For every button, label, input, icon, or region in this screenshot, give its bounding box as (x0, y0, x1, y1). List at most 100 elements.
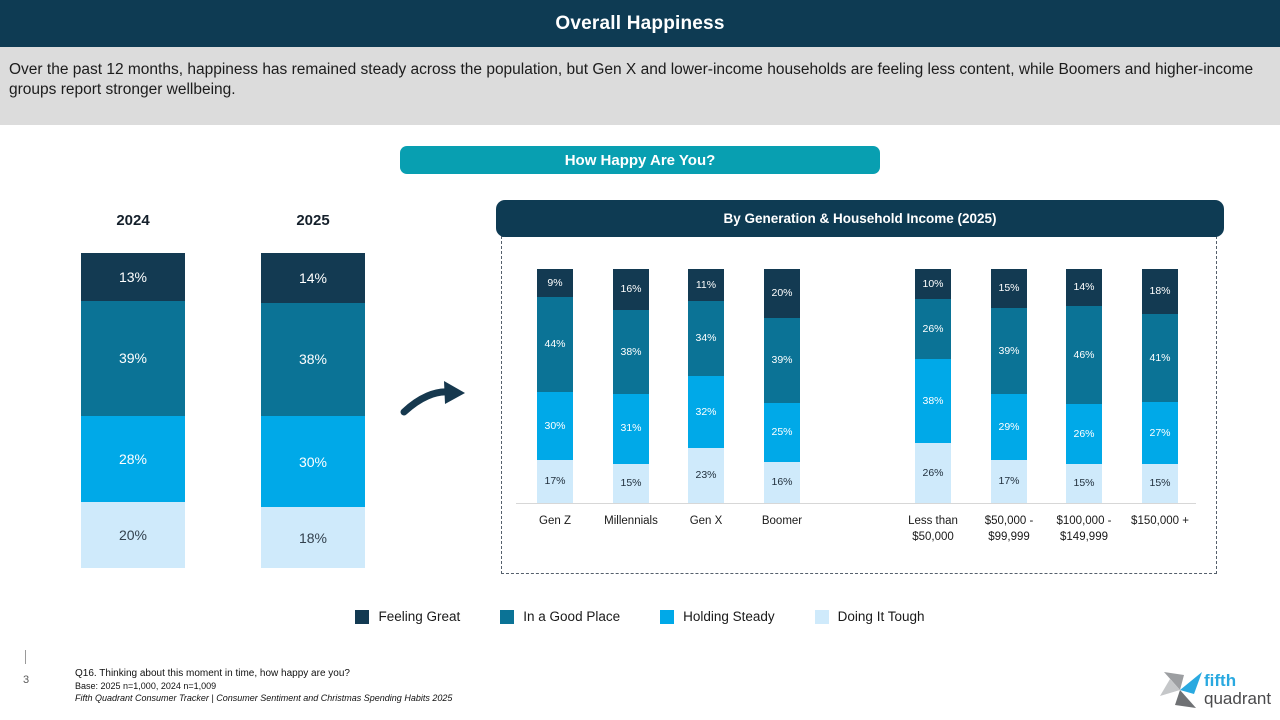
legend-label: Doing It Tough (837, 609, 925, 624)
bar-segment-value: 26% (1073, 427, 1095, 440)
bar-segment: 25% (764, 403, 800, 462)
bar-segment: 11% (688, 269, 724, 301)
stacked-bar: 13% 39% 28% 20% (81, 253, 185, 568)
bar-segment-value: 38% (298, 351, 328, 368)
footer-divider (25, 650, 26, 664)
bar-segment: 15% (1066, 463, 1102, 503)
bar-segment: 14% (261, 253, 365, 304)
category-label: Gen Z (539, 515, 571, 527)
bar-segment: 38% (613, 310, 649, 394)
bar-segment-value: 34% (695, 332, 717, 345)
category-label: Boomer (761, 515, 803, 527)
bar-segment: 18% (1142, 269, 1178, 314)
x-axis-line (516, 503, 1196, 504)
bar-segment: 20% (764, 269, 800, 318)
stacked-bar: 9% 44% 30% 17% (537, 269, 573, 503)
stacked-bar: 14% 38% 30% 18% (261, 253, 365, 569)
category-label: $150,000 + (1131, 515, 1189, 527)
footer-notes: Q16. Thinking about this moment in time,… (75, 667, 452, 704)
bar-segment-value: 26% (922, 466, 944, 479)
bar-segment: 26% (915, 298, 951, 360)
bar-segment: 15% (1142, 463, 1178, 503)
bar-segment: 15% (991, 269, 1027, 309)
bar-segment-value: 14% (298, 270, 328, 287)
page-title: Overall Happiness (555, 12, 725, 34)
bar-segment: 34% (688, 300, 724, 377)
stacked-bar: 11% 34% 32% 23% (688, 269, 724, 503)
bar-segment: 46% (1066, 306, 1102, 405)
bar-segment: 29% (991, 393, 1027, 460)
legend-label: Holding Steady (683, 609, 775, 624)
bar-segment-value: 18% (298, 529, 328, 546)
bar-segment-value: 26% (922, 322, 944, 335)
category-label: 2024 (116, 212, 150, 229)
bar-segment-value: 30% (298, 453, 328, 470)
page-number: 3 (22, 674, 30, 686)
logo-star-icon (1160, 672, 1202, 708)
bar-segment-value: 18% (1149, 285, 1171, 298)
bar-segment: 30% (537, 391, 573, 460)
bar-segment-value: 39% (998, 344, 1020, 357)
bar-segment: 39% (81, 300, 185, 416)
stacked-bar: 15% 39% 29% 17% (991, 269, 1027, 503)
bar-segment: 18% (261, 507, 365, 569)
legend-item: Doing It Tough (814, 609, 925, 624)
legend-label: Feeling Great (378, 609, 461, 624)
category-label: $100,000 - $149,999 (1056, 515, 1112, 543)
logo-text: fifth quadrant (1204, 671, 1272, 708)
legend-item: In a Good Place (500, 609, 620, 624)
bar-segment: 44% (537, 296, 573, 392)
panel-body (501, 236, 1217, 574)
stacked-bar: 14% 46% 26% 15% (1066, 269, 1102, 503)
arrow-icon (398, 372, 470, 422)
subtitle-text: Over the past 12 months, happiness has r… (9, 61, 1254, 99)
bar-segment: 13% (81, 253, 185, 301)
bar-segment-value: 31% (620, 422, 642, 435)
category-label: $50,000 - $99,999 (984, 515, 1034, 543)
bar-segment-value: 44% (544, 338, 566, 351)
bar-segment: 39% (764, 317, 800, 404)
category-label: Gen X (689, 515, 723, 527)
bar-segment: 16% (764, 461, 800, 503)
bar-segment-value: 30% (544, 419, 566, 432)
title-bar: Overall Happiness (0, 0, 1280, 47)
bar-segment-value: 38% (922, 394, 944, 407)
bar-segment: 9% (537, 269, 573, 297)
bar-segment-value: 29% (998, 420, 1020, 433)
bar-segment: 30% (261, 415, 365, 508)
bar-segment-value: 32% (695, 406, 717, 419)
legend-swatch-icon (355, 609, 370, 624)
bar-segment-value: 15% (620, 477, 642, 490)
logo-word-fifth: fifth (1204, 671, 1237, 691)
panel-title: By Generation & Household Income (2025) (723, 211, 997, 226)
stacked-bar: 20% 39% 25% 16% (764, 269, 800, 503)
bar-segment-value: 10% (922, 277, 944, 290)
bar-segment-value: 46% (1073, 348, 1095, 361)
bar-segment-value: 11% (695, 278, 717, 291)
bar-segment: 32% (688, 376, 724, 449)
bar-segment: 41% (1142, 313, 1178, 403)
bar-segment-value: 13% (118, 268, 148, 285)
bar-segment: 15% (613, 463, 649, 503)
bar-segment: 20% (81, 502, 185, 568)
stacked-bar: 10% 26% 38% 26% (915, 269, 951, 503)
legend-item: Feeling Great (355, 609, 460, 624)
bar-segment-value: 23% (695, 469, 717, 482)
stacked-bar: 16% 38% 31% 15% (613, 269, 649, 503)
bar-segment-value: 38% (620, 345, 642, 358)
subtitle-band: Over the past 12 months, happiness has r… (0, 47, 1280, 125)
bar-segment: 17% (537, 459, 573, 503)
bar-segment: 14% (1066, 269, 1102, 307)
legend-swatch-icon (660, 609, 675, 624)
bar-segment: 38% (915, 359, 951, 443)
bar-segment: 26% (915, 442, 951, 503)
stacked-bar: 18% 41% 27% 15% (1142, 269, 1178, 503)
bar-segment-value: 20% (118, 527, 148, 544)
logo-word-quadrant: quadrant (1204, 688, 1272, 708)
bar-segment-value: 15% (998, 282, 1020, 295)
bar-segment: 39% (991, 308, 1027, 394)
bar-segment: 28% (81, 415, 185, 503)
bar-segment: 17% (991, 459, 1027, 503)
bar-segment-value: 15% (1073, 477, 1095, 490)
legend-item: Holding Steady (660, 609, 775, 624)
